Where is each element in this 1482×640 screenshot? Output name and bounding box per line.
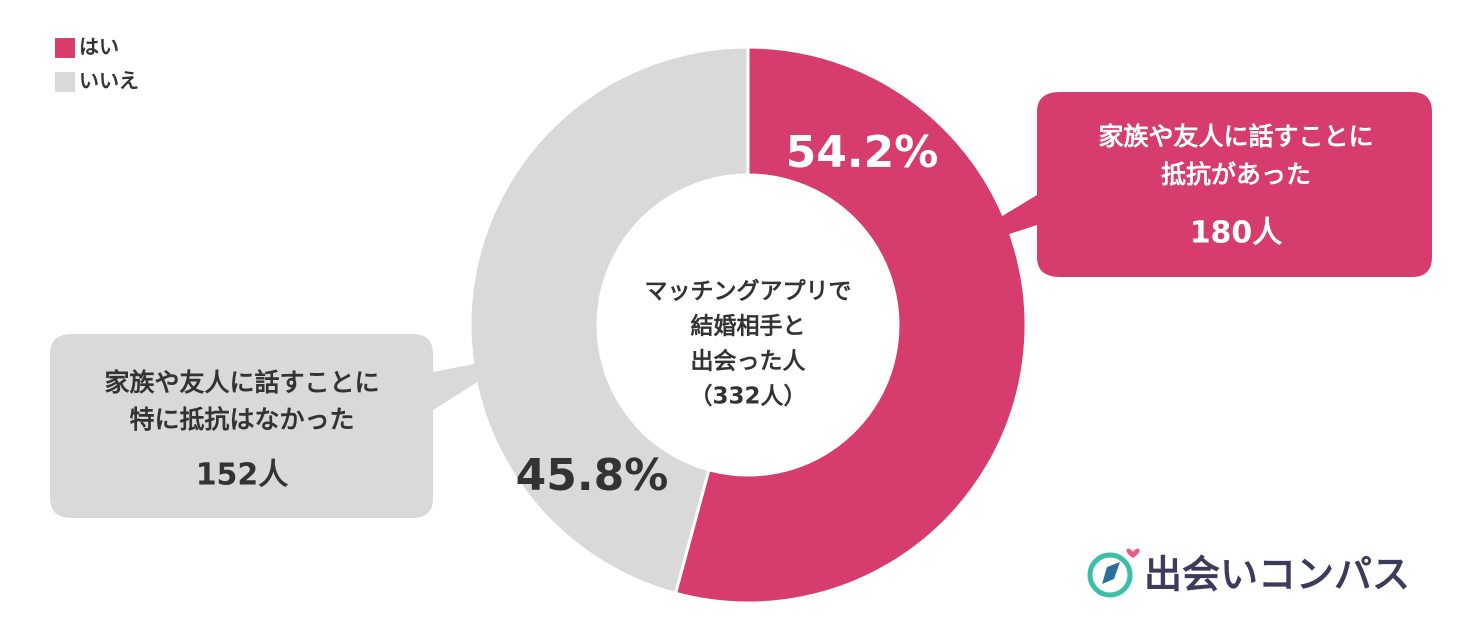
callout-box <box>930 92 1432 277</box>
legend-label: いいえ <box>79 69 139 93</box>
center-label: （332人） <box>689 383 806 410</box>
slice-label: 54.2% <box>786 127 939 178</box>
logo-text: 出会いコンパス <box>1144 553 1410 597</box>
center-label: 出会った人 <box>691 348 807 375</box>
center-label: 結婚相手と <box>691 313 806 340</box>
legend-label: はい <box>79 35 119 59</box>
callout-line: 家族や友人に話すことに <box>104 368 379 397</box>
callout-line: 家族や友人に話すことに <box>1098 122 1373 151</box>
legend-swatch <box>55 72 75 92</box>
logo-icon <box>1102 562 1120 584</box>
callout-count: 180人 <box>1190 216 1283 251</box>
callout-count: 152人 <box>196 458 289 493</box>
donut <box>468 45 1028 605</box>
center-label: マッチングアプリで <box>645 278 852 305</box>
callout-box <box>50 334 520 518</box>
logo-icon <box>1087 552 1133 598</box>
legend-swatch <box>55 38 75 58</box>
slice-label: 45.8% <box>516 450 669 501</box>
donut-slice <box>673 45 1028 605</box>
callout-line: 特に抵抗はなかった <box>129 405 354 434</box>
logo-icon <box>1126 548 1140 558</box>
donut-slice <box>468 45 750 596</box>
callout-line: 抵抗があった <box>1161 160 1311 189</box>
